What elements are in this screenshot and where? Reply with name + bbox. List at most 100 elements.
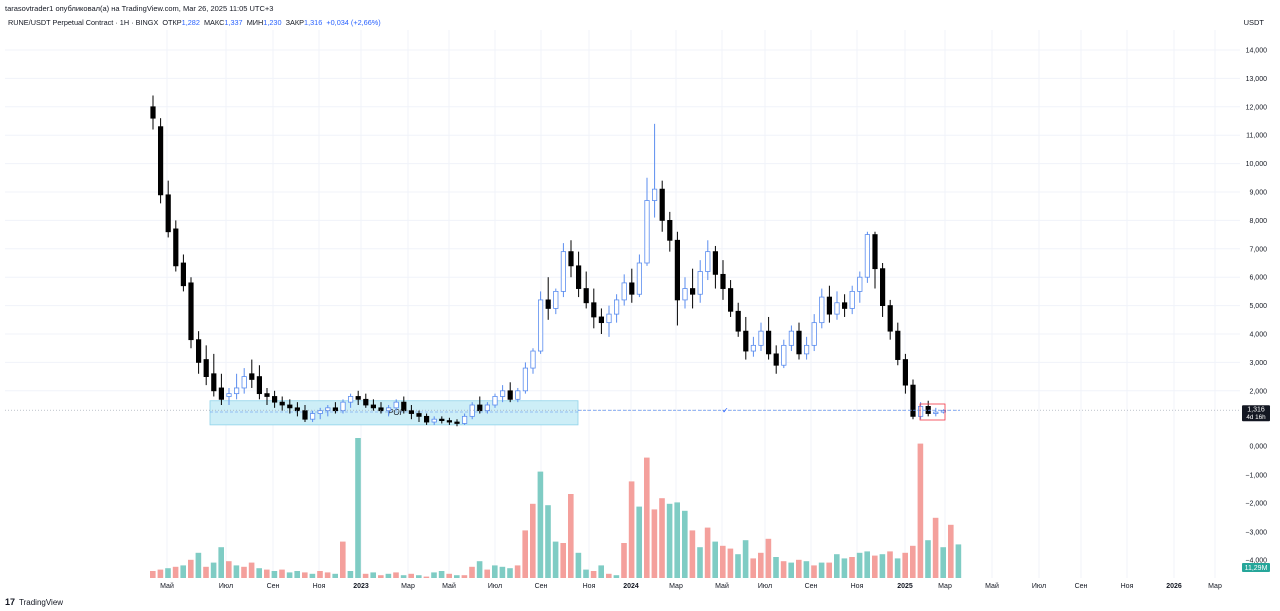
candle-up xyxy=(614,299,620,315)
volume-bar xyxy=(507,568,513,578)
candle-down xyxy=(370,404,377,409)
volume-bar xyxy=(758,552,764,578)
candle-down xyxy=(211,373,217,392)
candle-up xyxy=(385,407,392,412)
candle-up xyxy=(857,276,863,292)
candle-down xyxy=(203,359,209,377)
high-value: 1,337 xyxy=(224,18,243,27)
candle-up xyxy=(758,330,764,346)
candle-up xyxy=(940,410,947,413)
candle-up xyxy=(819,296,825,324)
currency-label[interactable]: USDT xyxy=(1243,18,1264,27)
volume-bar xyxy=(552,541,559,578)
high-label: МАКС xyxy=(203,18,225,27)
price-tick: 6,000 xyxy=(1249,275,1267,282)
volume-bar xyxy=(188,559,194,578)
time-tick: 2023 xyxy=(353,583,369,590)
countdown-value: 4d 16h xyxy=(1246,414,1266,421)
candle-up xyxy=(644,200,650,264)
price-tick: 11,000 xyxy=(1246,133,1267,140)
candle-down xyxy=(180,262,186,287)
close-value: 1,316 xyxy=(304,18,323,27)
volume-bars xyxy=(150,438,962,578)
volume-bar xyxy=(925,540,931,578)
volume-bar xyxy=(613,575,620,578)
volume-bar xyxy=(210,562,217,578)
volume-bar xyxy=(621,543,627,578)
candle-up xyxy=(834,302,840,315)
volume-bar xyxy=(735,554,741,578)
footer-brand[interactable]: 17 TradingView xyxy=(5,597,63,607)
volume-bar xyxy=(568,494,574,578)
volume-badge xyxy=(1242,563,1270,572)
volume-bar xyxy=(324,572,331,578)
time-tick: Сен xyxy=(535,583,548,590)
volume-bar xyxy=(150,571,156,578)
volume-bar xyxy=(697,547,703,578)
volume-bar xyxy=(248,562,255,578)
candle-up xyxy=(636,262,643,295)
time-tick: Ноя xyxy=(313,583,326,590)
change-value: +0,034 (+2,66%) xyxy=(326,18,381,27)
candle-up xyxy=(340,401,346,412)
candle-down xyxy=(332,407,339,412)
volume-bar xyxy=(241,566,247,578)
volume-bar xyxy=(302,572,308,578)
candle-up xyxy=(499,390,506,397)
candle-down xyxy=(507,390,513,400)
volume-bar xyxy=(902,552,908,578)
checkmark-icon: ✓ xyxy=(722,406,729,415)
volume-bar xyxy=(811,565,817,578)
candle-up xyxy=(811,322,817,346)
low-label: МИН xyxy=(246,18,264,27)
candle-down xyxy=(256,376,263,395)
last-price-value: 1,316 xyxy=(1247,407,1265,414)
candle-up xyxy=(469,404,475,417)
volume-tick: 0,000 xyxy=(1249,444,1267,451)
time-axis[interactable]: Май Июл Сен Ноя 2023 Мар Май Июл Сен Ноя 2024 Мар Ма… xyxy=(160,582,1222,590)
tradingview-logo-icon: 17 xyxy=(5,597,16,607)
volume-bar xyxy=(286,572,293,578)
candle-up xyxy=(781,344,787,366)
volume-bar xyxy=(165,568,171,578)
candle-up xyxy=(705,251,711,272)
candles xyxy=(150,95,947,427)
volume-bar xyxy=(499,566,506,578)
candle-up xyxy=(241,376,247,389)
volume-bar xyxy=(393,572,399,578)
volume-bar xyxy=(469,566,475,578)
last-price-badge xyxy=(1242,405,1270,422)
candle-down xyxy=(218,387,224,400)
candle-down xyxy=(659,188,665,221)
volume-bar xyxy=(636,506,642,578)
volume-bar xyxy=(727,548,734,578)
candle-down xyxy=(766,330,772,355)
volume-bar xyxy=(416,575,422,578)
volume-bar xyxy=(317,571,323,578)
price-axis[interactable]: 14,000 13,000 12,000 11,000 10,000 9,000 8,000… xyxy=(1246,48,1268,396)
time-tick: Сен xyxy=(1075,583,1088,590)
volume-bar xyxy=(788,562,794,578)
volume-bar xyxy=(598,565,604,578)
volume-tick: −2,000 xyxy=(1245,501,1267,508)
candle-down xyxy=(598,316,605,324)
price-tick: 3,000 xyxy=(1249,360,1267,367)
time-tick: Май xyxy=(160,582,174,590)
time-tick: Ноя xyxy=(1121,583,1134,590)
candle-down xyxy=(773,353,779,366)
volume-bar xyxy=(340,541,346,578)
volume-bar xyxy=(720,545,726,578)
symbol-title[interactable]: RUNE/USDT Perpetual Contract · 1H · BING… xyxy=(8,18,159,27)
volume-bar xyxy=(940,547,946,578)
selection-box xyxy=(919,403,946,421)
candle-up xyxy=(309,413,316,420)
candle-up xyxy=(538,299,544,352)
candle-down xyxy=(712,251,719,275)
volume-bar xyxy=(530,503,536,578)
volume-bar xyxy=(856,552,863,578)
price-tick: 8,000 xyxy=(1249,218,1267,225)
volume-bar xyxy=(537,471,544,578)
candle-down xyxy=(872,234,878,270)
candle-down xyxy=(674,239,681,301)
